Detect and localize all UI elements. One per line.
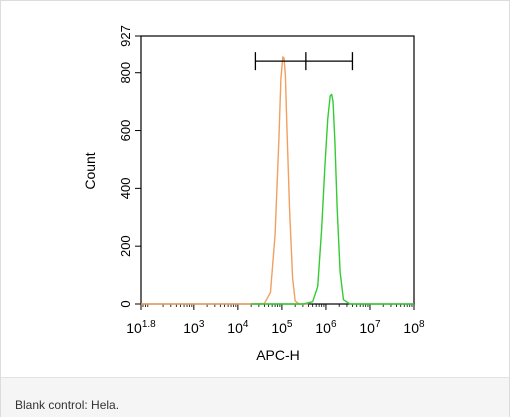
- series-layer: [141, 56, 414, 305]
- flow-histogram-chart: 0 200 400 600 800 927 101.8 103 104 105 106 107 108…: [82, 25, 425, 363]
- figure-area: 0 200 400 600 800 927 101.8 103 104 105 106 107 108…: [1, 1, 509, 377]
- x-tick-label: 103: [183, 319, 205, 336]
- x-tick-label: 104: [227, 319, 249, 336]
- y-tick-label: 927: [118, 25, 133, 47]
- y-tick-label: 200: [118, 235, 133, 257]
- y-tick-label: 600: [118, 120, 133, 142]
- gate-marker: [254, 52, 354, 71]
- x-tick-label: 108: [403, 319, 425, 336]
- y-tick-label: 0: [118, 300, 133, 307]
- figure-caption: Blank control: Hela.: [15, 398, 120, 412]
- x-tick-label: 107: [359, 319, 381, 336]
- x-tick-label: 106: [315, 319, 337, 336]
- x-tick-label: 105: [271, 319, 293, 336]
- y-axis-label: Count: [82, 152, 98, 189]
- x-axis-label: APC-H: [256, 347, 300, 363]
- plot-panel: 0 200 400 600 800 927 101.8 103 104 105 106 107 108…: [68, 13, 438, 373]
- caption-bar: Blank control: Hela.: [1, 377, 509, 417]
- histogram-series-1: [141, 56, 309, 305]
- x-axis-ticks: 101.8 103 104 105 106 107 108: [126, 304, 425, 336]
- y-tick-label: 800: [118, 62, 133, 84]
- x-tick-label: 101.8: [126, 319, 156, 336]
- y-axis-ticks: 0 200 400 600 800 927: [118, 25, 141, 308]
- histogram-series-2: [251, 93, 414, 305]
- y-tick-label: 400: [118, 178, 133, 200]
